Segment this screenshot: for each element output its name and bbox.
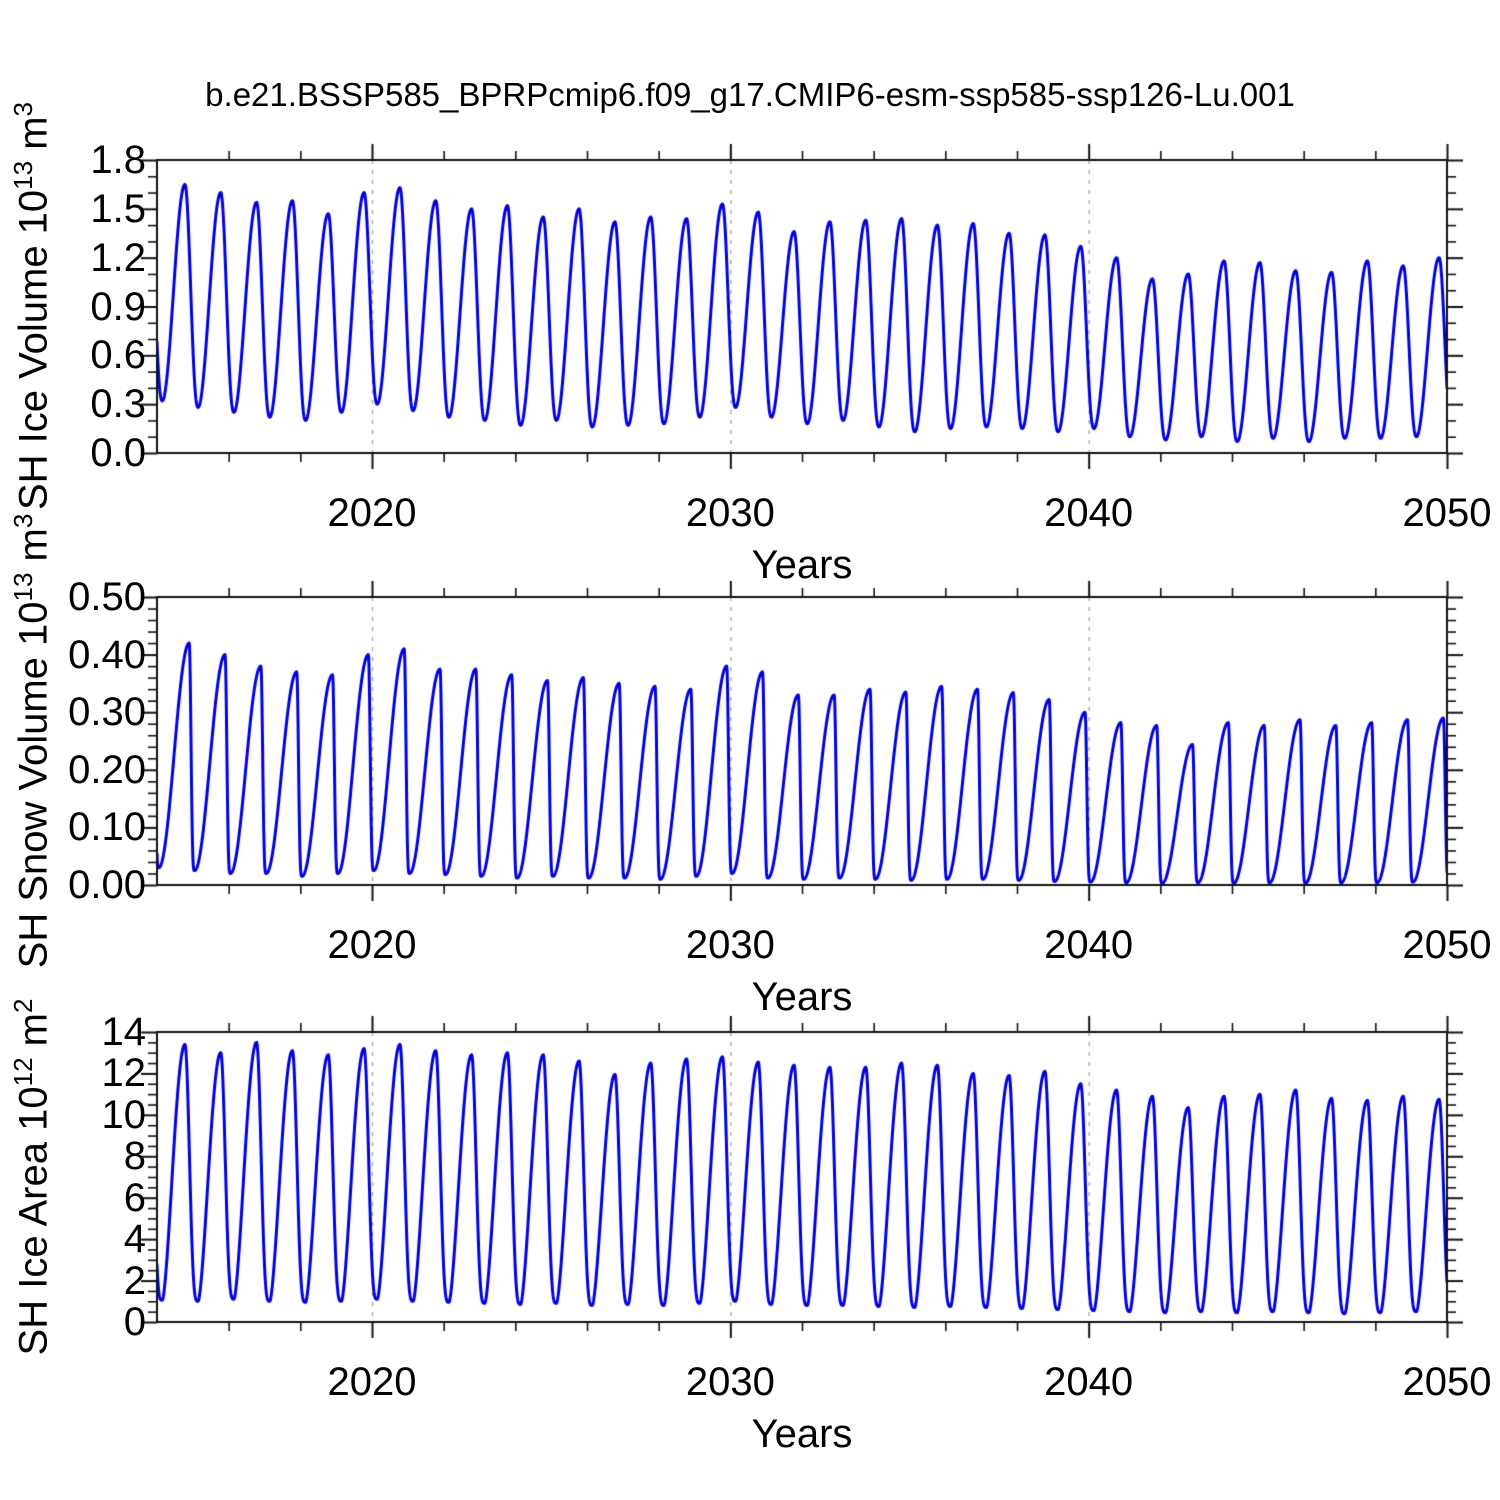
y-tick-label: 0.6: [90, 333, 146, 378]
y-tick-label: 10: [101, 1092, 147, 1137]
x-axis-title-panel-3: Years: [751, 1412, 853, 1456]
x-tick-label: 2040: [1044, 923, 1134, 967]
y-tick-label: 1.8: [90, 138, 146, 182]
y-axis-title-unit-superscript: 3: [8, 101, 39, 117]
y-axis-title-unit-superscript: 3: [8, 513, 39, 529]
y-tick-label: 12: [101, 1051, 147, 1096]
y-tick-label: 4: [123, 1217, 146, 1262]
x-axis-title-panel-2: Years: [751, 975, 853, 1019]
x-tick-label: 2030: [685, 491, 775, 535]
x-tick-label: 2030: [685, 1360, 775, 1404]
y-tick-label: 8: [123, 1134, 146, 1179]
y-tick-label: 0.50: [68, 575, 146, 619]
y-tick-label: 14: [101, 1010, 147, 1054]
y-tick-label: 1.5: [90, 186, 146, 231]
y-tick-label: 0.10: [68, 805, 146, 850]
y-tick-label: 6: [123, 1175, 146, 1220]
x-tick-label: 2020: [327, 491, 417, 535]
y-tick-label: 0: [123, 1300, 146, 1344]
y-axis-title-unit-superscript: 2: [8, 998, 39, 1014]
y-axis-title-unit: m: [11, 528, 56, 573]
figure-title: b.e21.BSSP585_BPRPcmip6.f09_g17.CMIP6-es…: [205, 76, 1295, 113]
y-tick-label: 1.2: [90, 235, 146, 280]
y-tick-label: 0.3: [90, 382, 146, 427]
x-tick-label: 2040: [1044, 491, 1134, 535]
x-tick-label: 2040: [1044, 1360, 1134, 1404]
y-tick-label: 0.00: [68, 863, 146, 907]
x-tick-label: 2050: [1402, 491, 1492, 535]
x-tick-label: 2050: [1402, 923, 1492, 967]
x-tick-label: 2020: [327, 923, 417, 967]
y-tick-label: 0.20: [68, 747, 146, 792]
x-tick-label: 2020: [327, 1360, 417, 1404]
y-tick-label: 0.0: [90, 431, 146, 475]
y-tick-label: 2: [123, 1258, 146, 1303]
y-tick-label: 0.9: [90, 284, 146, 329]
y-tick-label: 0.30: [68, 690, 146, 735]
x-tick-label: 2030: [685, 923, 775, 967]
x-tick-label: 2050: [1402, 1360, 1492, 1404]
y-tick-label: 0.40: [68, 632, 146, 677]
x-axis-title-panel-1: Years: [751, 543, 853, 587]
